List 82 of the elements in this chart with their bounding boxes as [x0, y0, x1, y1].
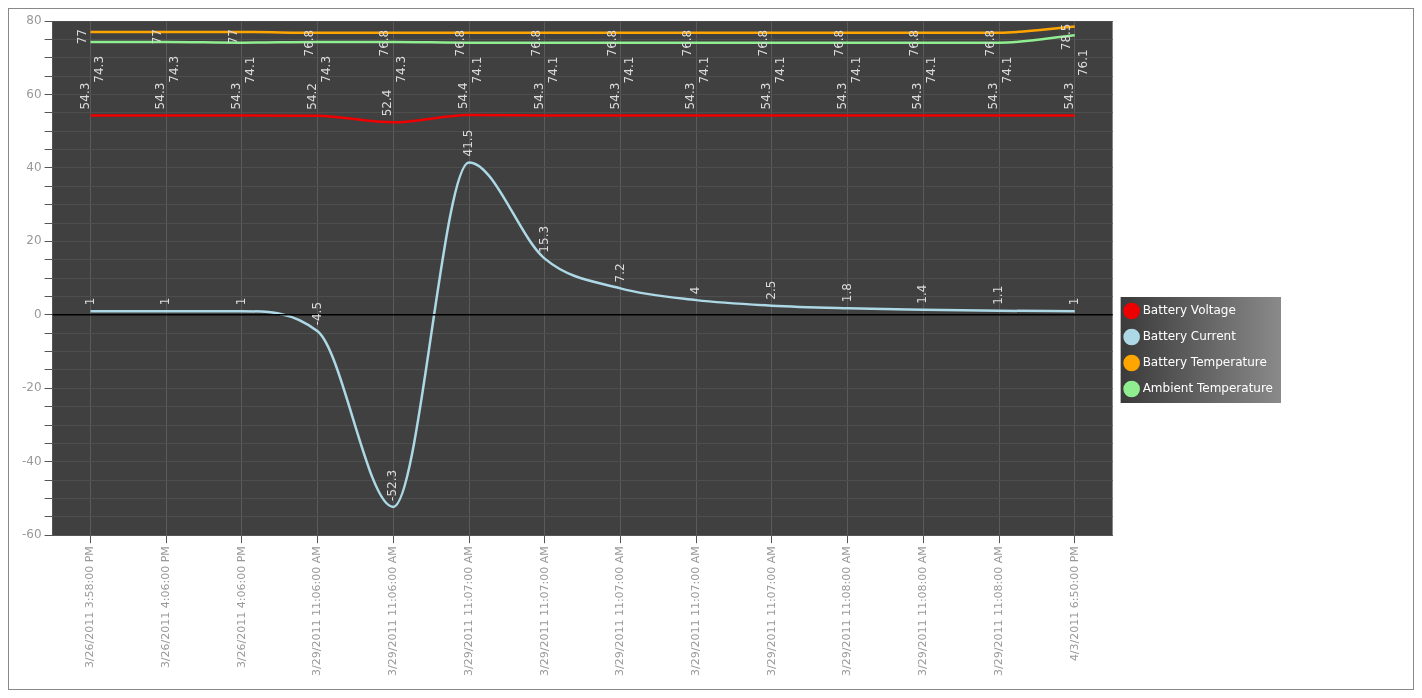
legend-label: Battery Current	[1142, 329, 1237, 344]
x-tick-label: 3/29/2011 11:07:00 AM	[764, 546, 778, 677]
data-label: 54.4	[456, 82, 471, 110]
x-tick-label: 3/29/2011 11:07:00 AM	[689, 546, 703, 677]
data-label: 76.8	[377, 29, 392, 57]
data-label: 77	[74, 29, 89, 45]
data-label: 54.3	[229, 82, 244, 110]
data-label: 76.1	[1075, 49, 1090, 77]
x-tick-label: 3/29/2011 11:07:00 AM	[537, 546, 551, 677]
data-label: 74.1	[1000, 56, 1015, 84]
data-label: 54.2	[304, 83, 319, 110]
y-tick-label: -40	[21, 453, 42, 468]
data-label: 76.8	[831, 29, 846, 57]
y-tick-label: 80	[26, 13, 42, 28]
data-label: 74.3	[167, 55, 182, 83]
data-label: 1	[1066, 297, 1081, 306]
data-label: 74.1	[697, 56, 712, 84]
data-label: 54.3	[607, 82, 622, 110]
x-tick-label: 3/29/2011 11:06:00 AM	[310, 546, 324, 677]
data-label: 1.8	[839, 283, 854, 303]
x-tick-label: 3/29/2011 11:08:00 AM	[916, 546, 930, 677]
y-tick-label: 60	[26, 86, 42, 101]
data-label: 2.5	[764, 280, 779, 300]
data-label: 76.8	[528, 29, 543, 57]
data-label: 7.2	[612, 263, 627, 283]
data-label: 1	[234, 297, 249, 306]
data-label: 54.3	[683, 82, 698, 110]
data-label: 74.3	[394, 55, 409, 83]
data-label: 54.3	[834, 82, 849, 110]
data-label: 78.5	[1058, 23, 1073, 51]
data-label: 41.5	[461, 129, 476, 157]
data-label: 1.1	[991, 285, 1006, 305]
data-label: 76.8	[680, 29, 695, 57]
data-label: 76.8	[301, 29, 316, 57]
data-label: 74.1	[545, 56, 560, 84]
data-label: 54.3	[153, 82, 168, 110]
data-label: 54.3	[759, 82, 774, 110]
data-label: 54.3	[910, 82, 925, 110]
data-label: 74.1	[848, 56, 863, 84]
x-tick-label: 3/29/2011 11:07:00 AM	[613, 546, 627, 677]
data-label: 74.3	[318, 55, 333, 83]
x-tick-label: 3/29/2011 11:08:00 AM	[840, 546, 854, 677]
y-tick-label: -60	[21, 527, 42, 542]
data-label: 1	[82, 297, 97, 306]
data-label: 4	[688, 286, 703, 295]
data-label: 1.4	[915, 284, 930, 304]
x-tick-label: 3/26/2011 4:06:00 PM	[159, 546, 173, 669]
data-label: 54.3	[531, 82, 546, 110]
data-label: 15.3	[536, 225, 551, 253]
x-tick-label: 3/29/2011 11:08:00 AM	[991, 546, 1005, 677]
data-label: 76.8	[983, 29, 998, 57]
y-tick-label: 0	[33, 306, 42, 321]
data-label: 74.3	[91, 55, 106, 83]
y-tick-label: 20	[26, 233, 42, 248]
data-label: 76.8	[756, 29, 771, 57]
data-label: 54.3	[986, 82, 1001, 110]
legend-label: Battery Voltage	[1142, 303, 1236, 318]
legend-label: Battery Temperature	[1142, 355, 1267, 370]
data-label: 1	[158, 297, 173, 306]
data-label: 74.1	[621, 56, 636, 84]
data-label: 77	[226, 29, 241, 45]
data-label: 74.1	[470, 56, 485, 84]
data-label: 77	[150, 29, 165, 45]
data-label: -52.3	[385, 469, 400, 501]
data-label: 76.8	[907, 29, 922, 57]
x-tick-label: 3/29/2011 11:06:00 AM	[386, 546, 400, 677]
y-tick-label: -20	[21, 380, 42, 395]
x-tick-label: 3/29/2011 11:07:00 AM	[461, 546, 475, 677]
x-tick-label: 4/3/2011 6:50:00 PM	[1067, 546, 1081, 662]
legend-label: Ambient Temperature	[1142, 381, 1273, 396]
x-tick-label: 3/26/2011 3:58:00 PM	[83, 546, 97, 669]
data-label: 74.1	[924, 56, 939, 84]
data-label: 74.1	[243, 56, 258, 84]
data-label: 74.1	[773, 56, 788, 84]
data-label: 54.3	[77, 82, 92, 110]
x-tick-label: 3/26/2011 4:06:00 PM	[234, 546, 248, 669]
data-label: 76.8	[453, 29, 468, 57]
data-label: -4.5	[309, 301, 324, 326]
data-label: 52.4	[380, 89, 395, 117]
data-label: 76.8	[604, 29, 619, 57]
data-label: 54.3	[1061, 82, 1076, 110]
y-tick-label: 40	[26, 160, 42, 175]
